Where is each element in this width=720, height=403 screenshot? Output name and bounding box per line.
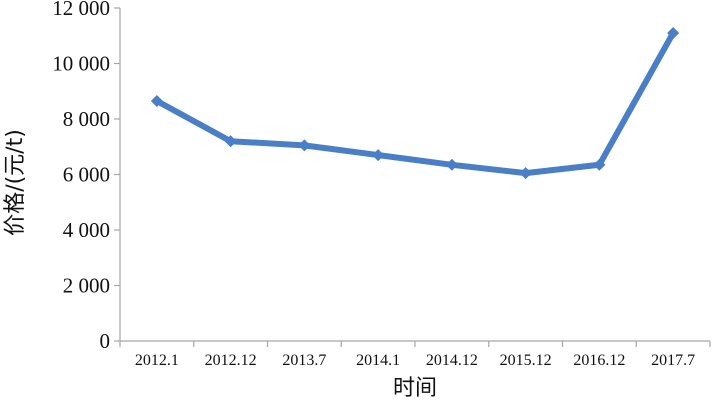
series-line bbox=[153, 29, 677, 177]
y-tick-label: 0 bbox=[100, 329, 111, 353]
data-point-marker bbox=[445, 158, 458, 171]
x-tick-label: 2013.7 bbox=[282, 352, 326, 369]
data-point-marker bbox=[667, 26, 680, 39]
x-tick-label: 2014.12 bbox=[426, 352, 478, 369]
data-point-marker bbox=[519, 167, 532, 180]
y-axis-title: 价格/(元/t) bbox=[3, 129, 28, 236]
axes bbox=[114, 7, 711, 347]
data-point-marker bbox=[224, 135, 237, 148]
y-tick-label: 12 000 bbox=[52, 0, 110, 20]
data-point-marker bbox=[298, 139, 311, 152]
y-tick-label: 6 000 bbox=[63, 163, 110, 187]
y-tick-labels: 0 2 000 4 000 6 000 8 000 10 000 12 000 bbox=[52, 0, 110, 353]
x-tick-label: 2017.7 bbox=[651, 352, 695, 369]
data-point-marker bbox=[372, 149, 385, 162]
y-tick-label: 2 000 bbox=[63, 274, 110, 298]
x-tick-label: 2014.1 bbox=[356, 352, 400, 369]
y-tick-label: 10 000 bbox=[52, 52, 110, 76]
series-layer bbox=[150, 26, 680, 180]
data-point-marker bbox=[150, 94, 163, 107]
x-tick-label: 2016.12 bbox=[573, 352, 625, 369]
x-tick-labels: 2012.1 2012.12 2013.7 2014.1 2014.12 2015.12 2… bbox=[135, 352, 695, 369]
x-axis-title: 时间 bbox=[393, 376, 437, 401]
y-tick-label: 8 000 bbox=[63, 107, 110, 131]
x-tick-label: 2015.12 bbox=[500, 352, 552, 369]
x-tick-label: 2012.1 bbox=[135, 352, 179, 369]
data-point-marker bbox=[593, 158, 606, 171]
x-tick-label: 2012.12 bbox=[205, 352, 257, 369]
y-tick-label: 4 000 bbox=[63, 218, 110, 242]
